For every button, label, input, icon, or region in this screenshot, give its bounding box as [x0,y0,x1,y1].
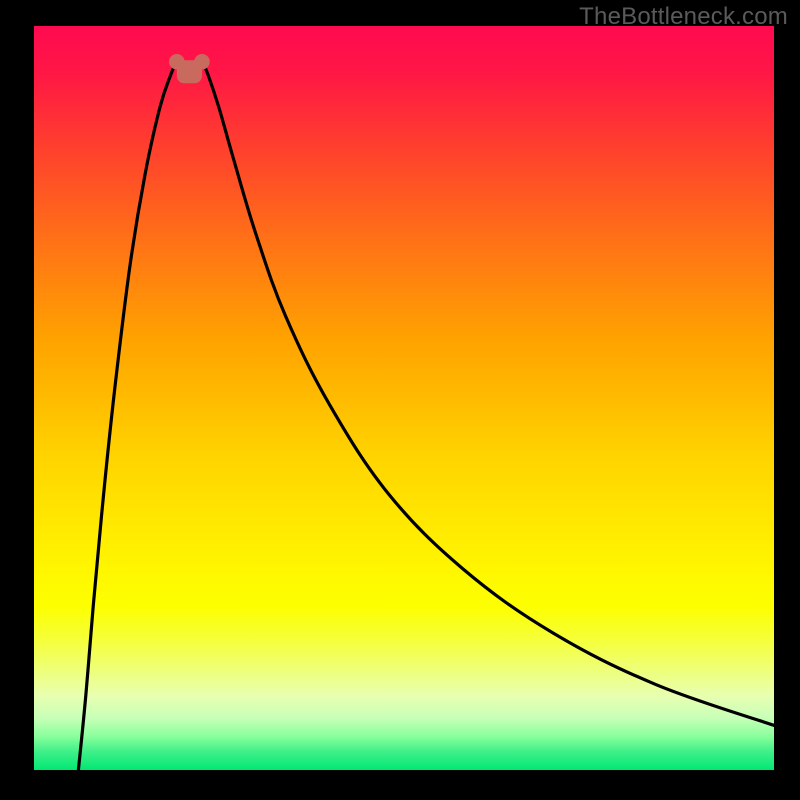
watermark-text: TheBottleneck.com [579,3,788,31]
chart-svg [34,26,774,770]
gradient-background [34,26,774,770]
plot-area [34,26,774,770]
chart-container: { "watermark": { "text": "TheBottleneck.… [0,0,800,800]
marker-dot-right [194,54,210,70]
marker-dot-left [169,54,185,70]
